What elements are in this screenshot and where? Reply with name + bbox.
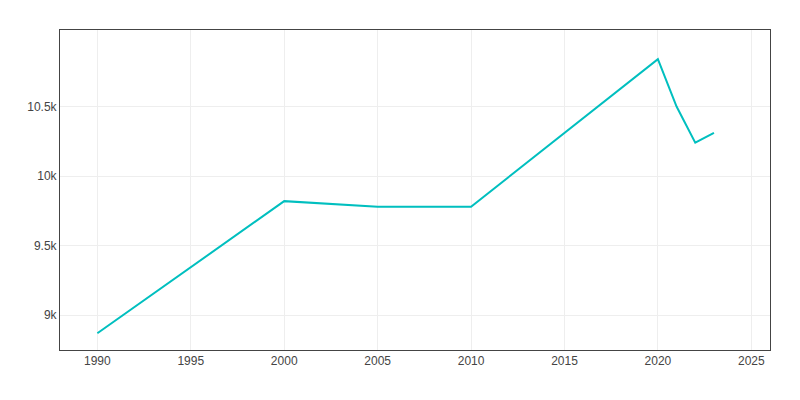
svg-text:9k: 9k: [44, 308, 58, 322]
svg-text:9.5k: 9.5k: [34, 239, 58, 253]
svg-text:1995: 1995: [177, 354, 204, 368]
svg-text:2020: 2020: [645, 354, 672, 368]
svg-text:2000: 2000: [271, 354, 298, 368]
svg-text:2015: 2015: [551, 354, 578, 368]
svg-text:2025: 2025: [738, 354, 765, 368]
svg-text:2005: 2005: [364, 354, 391, 368]
svg-text:1990: 1990: [84, 354, 111, 368]
svg-text:10.5k: 10.5k: [27, 100, 57, 114]
svg-text:2010: 2010: [458, 354, 485, 368]
svg-text:10k: 10k: [37, 169, 57, 183]
